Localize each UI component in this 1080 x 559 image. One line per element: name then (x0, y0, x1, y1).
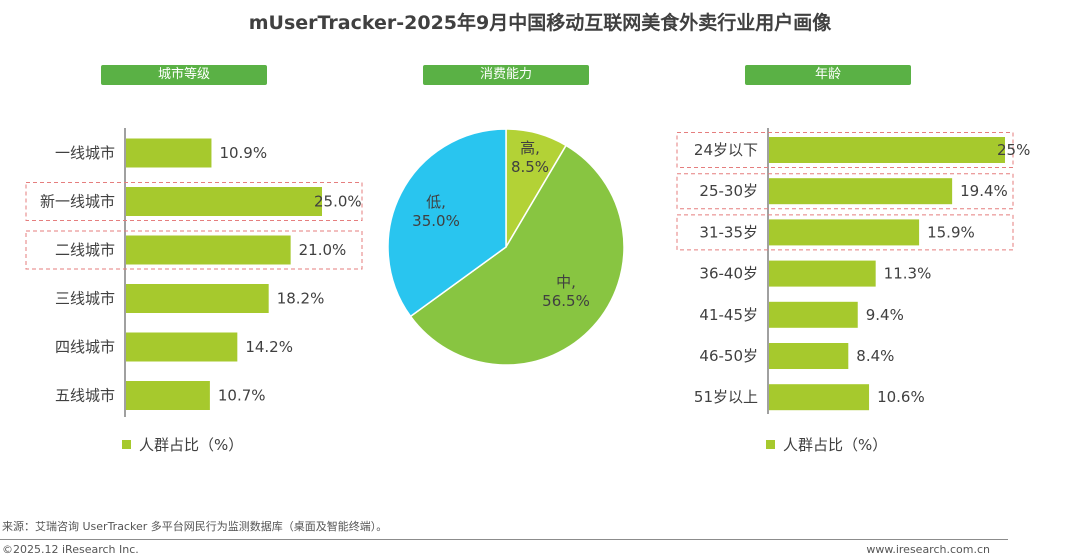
bar (126, 187, 322, 216)
pie-slice (409, 144, 625, 366)
pie-value-label: 8.5% (511, 158, 549, 176)
source-note: 来源：艾瑞咨询 UserTracker 多平台网民行为监测数据库（桌面及智能终端… (2, 520, 388, 533)
category-label: 一线城市 (55, 144, 115, 162)
bar (769, 178, 953, 205)
section-tag-age: 年龄 (745, 65, 911, 85)
value-label: 25.0% (314, 193, 362, 211)
bar (126, 381, 210, 410)
legend-label: 人群占比（%） (783, 436, 888, 454)
value-label: 10.9% (219, 144, 267, 162)
highlight-box (676, 132, 1014, 168)
page-title: mUserTracker-2025年9月中国移动互联网美食外卖行业用户画像 (248, 12, 832, 34)
section-tag-city: 城市等级 (101, 65, 267, 85)
value-label: 25% (997, 141, 1030, 159)
category-label: 51岁以上 (694, 388, 758, 406)
category-label: 25-30岁 (699, 182, 758, 200)
category-label: 31-35岁 (699, 223, 758, 241)
legend-label: 人群占比（%） (139, 436, 244, 454)
pie-slice (387, 128, 507, 318)
highlight-box (676, 214, 1014, 251)
value-label: 14.2% (245, 338, 293, 356)
category-label: 41-45岁 (699, 306, 758, 324)
bar (126, 138, 212, 168)
value-label: 10.6% (877, 388, 925, 406)
pie-value-label: 56.5% (542, 292, 590, 310)
bar (126, 332, 238, 362)
legend-age: 人群占比（%） (766, 434, 887, 455)
legend-swatch (122, 440, 131, 449)
value-label: 18.2% (277, 290, 325, 308)
pie-category-label: 高, (520, 139, 540, 157)
bar (769, 301, 858, 328)
value-label: 21.0% (299, 241, 347, 259)
pie-category-label: 低, (426, 193, 446, 211)
value-label: 8.4% (856, 347, 894, 365)
legend-swatch (766, 440, 775, 449)
website-link[interactable]: www.iresearch.com.cn (866, 543, 990, 556)
legend-city: 人群占比（%） (122, 434, 243, 455)
category-label: 四线城市 (55, 338, 115, 356)
category-label: 五线城市 (55, 387, 115, 405)
highlight-box (25, 182, 363, 221)
category-label: 46-50岁 (699, 347, 758, 365)
pie-value-label: 35.0% (412, 212, 460, 230)
value-label: 10.7% (218, 387, 266, 405)
value-label: 9.4% (866, 306, 904, 324)
footer-divider (0, 539, 1008, 540)
bar (769, 343, 849, 369)
copyright: ©2025.12 iResearch Inc. (2, 543, 139, 556)
category-label: 三线城市 (55, 290, 115, 308)
pie-category-label: 中, (556, 273, 576, 291)
bar (769, 137, 1005, 163)
bar (126, 284, 269, 313)
highlight-box (676, 173, 1014, 210)
value-label: 15.9% (927, 223, 975, 241)
category-label: 二线城市 (55, 241, 115, 259)
highlight-box (25, 230, 363, 270)
value-label: 11.3% (884, 265, 932, 283)
category-label: 36-40岁 (699, 265, 758, 283)
bar (769, 260, 876, 287)
category-label: 新一线城市 (40, 193, 115, 211)
category-label: 24岁以下 (694, 141, 758, 159)
section-tag-consumption: 消费能力 (423, 65, 589, 85)
bar (769, 384, 870, 411)
value-label: 19.4% (960, 182, 1008, 200)
bar (769, 219, 920, 246)
bar (126, 235, 291, 265)
